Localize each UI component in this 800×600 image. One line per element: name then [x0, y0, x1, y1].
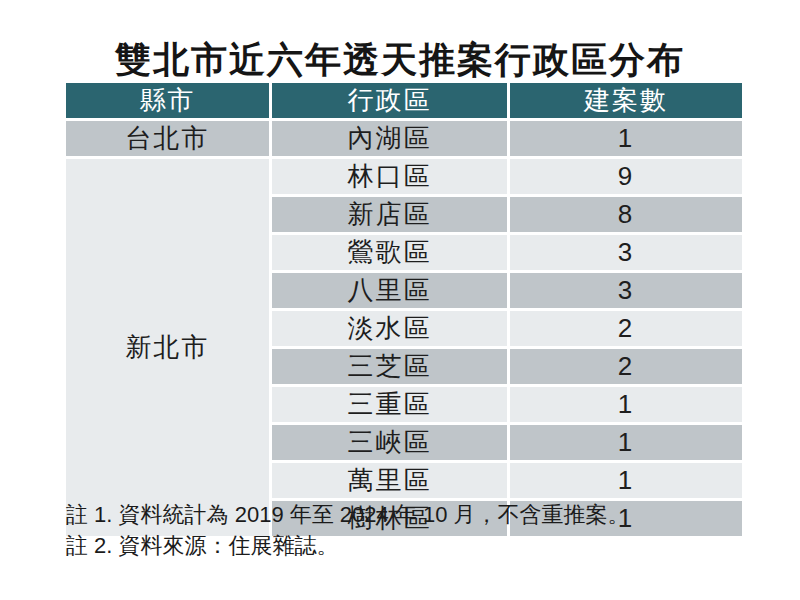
district-cell: 三峽區 [272, 425, 507, 460]
district-cell: 林口區 [272, 159, 507, 194]
district-cell: 新店區 [272, 197, 507, 232]
district-cell: 內湖區 [272, 121, 507, 156]
city-cell-taipei: 台北市 [66, 121, 269, 156]
count-cell: 3 [510, 235, 742, 270]
header-cell-count: 建案數 [510, 83, 742, 118]
count-cell: 2 [510, 349, 742, 384]
header-cell-district: 行政區 [272, 83, 507, 118]
count-cell: 1 [510, 121, 742, 156]
projects-table: 縣市 行政區 建案數 台北市 內湖區 1 新北市 林口區 9 新店區 8 鶯歌區… [63, 80, 745, 539]
district-cell: 八里區 [272, 273, 507, 308]
district-cell: 淡水區 [272, 311, 507, 346]
count-cell: 1 [510, 425, 742, 460]
district-cell: 三重區 [272, 387, 507, 422]
district-cell: 鶯歌區 [272, 235, 507, 270]
count-cell: 1 [510, 387, 742, 422]
district-cell: 三芝區 [272, 349, 507, 384]
count-cell: 2 [510, 311, 742, 346]
count-cell: 3 [510, 273, 742, 308]
district-cell: 萬里區 [272, 463, 507, 498]
count-cell: 1 [510, 463, 742, 498]
page-title: 雙北市近六年透天推案行政區分布 [0, 36, 800, 85]
table-row: 台北市 內湖區 1 [66, 121, 742, 156]
footnote-1: 註 1. 資料統計為 2019 年至 2024 年 10 月，不含重推案。 [66, 499, 630, 530]
city-cell-new-taipei: 新北市 [66, 159, 269, 536]
count-cell: 8 [510, 197, 742, 232]
table-row: 新北市 林口區 9 [66, 159, 742, 194]
header-cell-city: 縣市 [66, 83, 269, 118]
footnotes: 註 1. 資料統計為 2019 年至 2024 年 10 月，不含重推案。 註 … [66, 499, 630, 561]
table-header-row: 縣市 行政區 建案數 [66, 83, 742, 118]
count-cell: 9 [510, 159, 742, 194]
footnote-2: 註 2. 資料來源：住展雜誌。 [66, 530, 630, 561]
